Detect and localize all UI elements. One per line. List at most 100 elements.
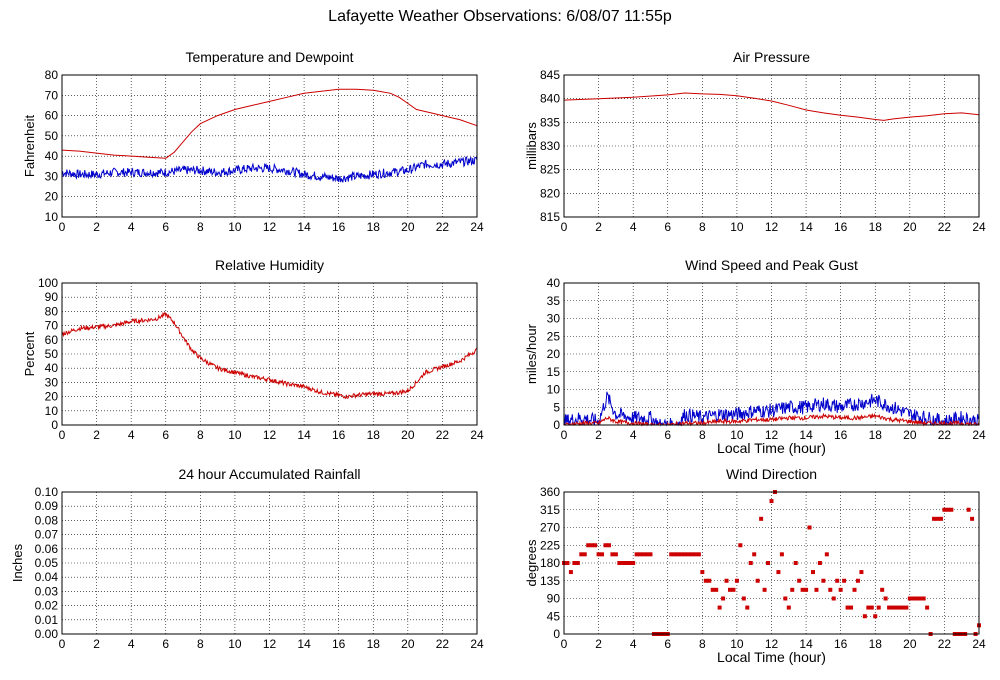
wind-ytick-label: 10: [547, 383, 561, 397]
pressure-ytick-label: 820: [540, 186, 560, 200]
humidity-ytick-label: 30: [45, 375, 59, 389]
direction-frame: [563, 491, 980, 635]
direction-point: [914, 596, 919, 601]
direction-xtick-label: 10: [730, 637, 744, 651]
temperature-series-line-1: [61, 156, 478, 183]
direction-point: [821, 578, 826, 583]
rainfall-xtick-label: 16: [332, 637, 346, 651]
rainfall-ylabel: Inches: [10, 543, 25, 582]
wind-ytick-label: 40: [547, 276, 561, 290]
direction-point: [627, 561, 632, 565]
temperature-ytick-label: 30: [45, 169, 59, 183]
pressure-xtick-label: 10: [730, 220, 744, 234]
direction-point: [790, 587, 795, 592]
humidity-ytick-label: 20: [45, 390, 59, 404]
wind-ytick-label: 0: [553, 418, 560, 432]
rainfall-xtick-label: 22: [436, 637, 450, 651]
direction-point: [907, 596, 912, 601]
direction-ytick-label: 225: [540, 538, 560, 552]
direction-point: [579, 552, 584, 557]
humidity-xtick-label: 8: [197, 428, 204, 442]
humidity-xtick-label: 14: [297, 428, 311, 442]
wind-xtick-label: 20: [903, 428, 917, 442]
direction-point: [631, 561, 636, 565]
rainfall-ytick-label: 0.02: [35, 599, 59, 613]
direction-xtick-label: 20: [903, 637, 917, 651]
direction-point: [845, 605, 850, 610]
pressure-ytick-label: 830: [540, 139, 560, 153]
pressure-xtick-label: 20: [903, 220, 917, 234]
humidity-xtick-label: 6: [162, 428, 169, 442]
direction-point: [900, 605, 905, 610]
temperature-ytick-label: 20: [45, 190, 59, 204]
temperature-ytick-label: 10: [45, 210, 59, 224]
pressure-xtick-label: 12: [765, 220, 779, 234]
direction-point: [887, 605, 892, 610]
pressure-xtick-label: 22: [938, 220, 952, 234]
temperature-ytick-label: 50: [45, 129, 59, 143]
pressure-xtick-label: 2: [595, 220, 602, 234]
humidity-xtick-label: 12: [263, 428, 277, 442]
direction-point: [710, 587, 715, 592]
direction-point: [669, 552, 674, 557]
rainfall-ytick-label: 0.10: [35, 485, 59, 499]
wind-xtick-label: 24: [972, 428, 986, 442]
pressure-title: Air Pressure: [733, 49, 810, 65]
temperature-xtick-label: 8: [197, 220, 204, 234]
direction-point: [852, 587, 857, 592]
direction-point: [925, 605, 930, 610]
temperature-xtick-label: 22: [436, 220, 450, 234]
pressure-ylabel: millibars: [524, 122, 539, 170]
temperature-xtick-label: 6: [162, 220, 169, 234]
direction-point: [603, 543, 608, 548]
pressure-series-line-0: [563, 92, 980, 121]
humidity-ytick-label: 60: [45, 333, 59, 347]
direction-title: Wind Direction: [726, 466, 817, 482]
wind-xtick-label: 6: [664, 428, 671, 442]
pressure-xtick-label: 6: [664, 220, 671, 234]
direction-point: [911, 596, 916, 601]
direction-point: [797, 578, 802, 583]
rainfall-xtick-label: 24: [470, 637, 484, 651]
direction-point: [945, 507, 950, 512]
direction-ylabel: degrees: [524, 539, 539, 586]
temperature-plot-area: [62, 75, 477, 217]
humidity-ytick-label: 40: [45, 361, 59, 375]
rainfall-xtick-label: 2: [93, 637, 100, 651]
pressure-ytick-label: 815: [540, 210, 560, 224]
direction-point: [873, 614, 878, 619]
humidity-ytick-label: 50: [45, 347, 59, 361]
direction-point: [890, 605, 895, 610]
rainfall-ytick-label: 0.06: [35, 542, 59, 556]
direction-point: [634, 552, 639, 557]
direction-point: [862, 614, 867, 619]
wind-title: Wind Speed and Peak Gust: [685, 257, 858, 273]
rainfall-ytick-label: 0.04: [35, 570, 59, 584]
wind-ytick-label: 30: [547, 312, 561, 326]
direction-point: [689, 552, 694, 557]
direction-point: [617, 561, 622, 565]
direction-ytick-label: 180: [540, 556, 560, 570]
direction-point: [589, 543, 594, 548]
temperature-ytick-label: 80: [45, 68, 59, 82]
direction-point: [824, 552, 829, 557]
direction-point: [745, 605, 750, 610]
direction-ytick-label: 315: [540, 503, 560, 517]
direction-point: [970, 516, 975, 521]
direction-point: [783, 596, 788, 601]
wind-ytick-label: 35: [547, 294, 561, 308]
direction-point: [766, 561, 771, 565]
direction-point: [876, 605, 881, 610]
page-title: Lafayette Weather Observations: 6/08/07 …: [328, 8, 672, 25]
pressure-xtick-label: 4: [630, 220, 637, 234]
direction-xtick-label: 16: [834, 637, 848, 651]
wind-ytick-label: 20: [547, 347, 561, 361]
direction-xtick-label: 22: [938, 637, 952, 651]
temperature-frame: [61, 74, 478, 218]
direction-point: [707, 578, 712, 583]
direction-point: [593, 543, 598, 548]
direction-point: [966, 507, 971, 512]
wind-xtick-label: 4: [630, 428, 637, 442]
